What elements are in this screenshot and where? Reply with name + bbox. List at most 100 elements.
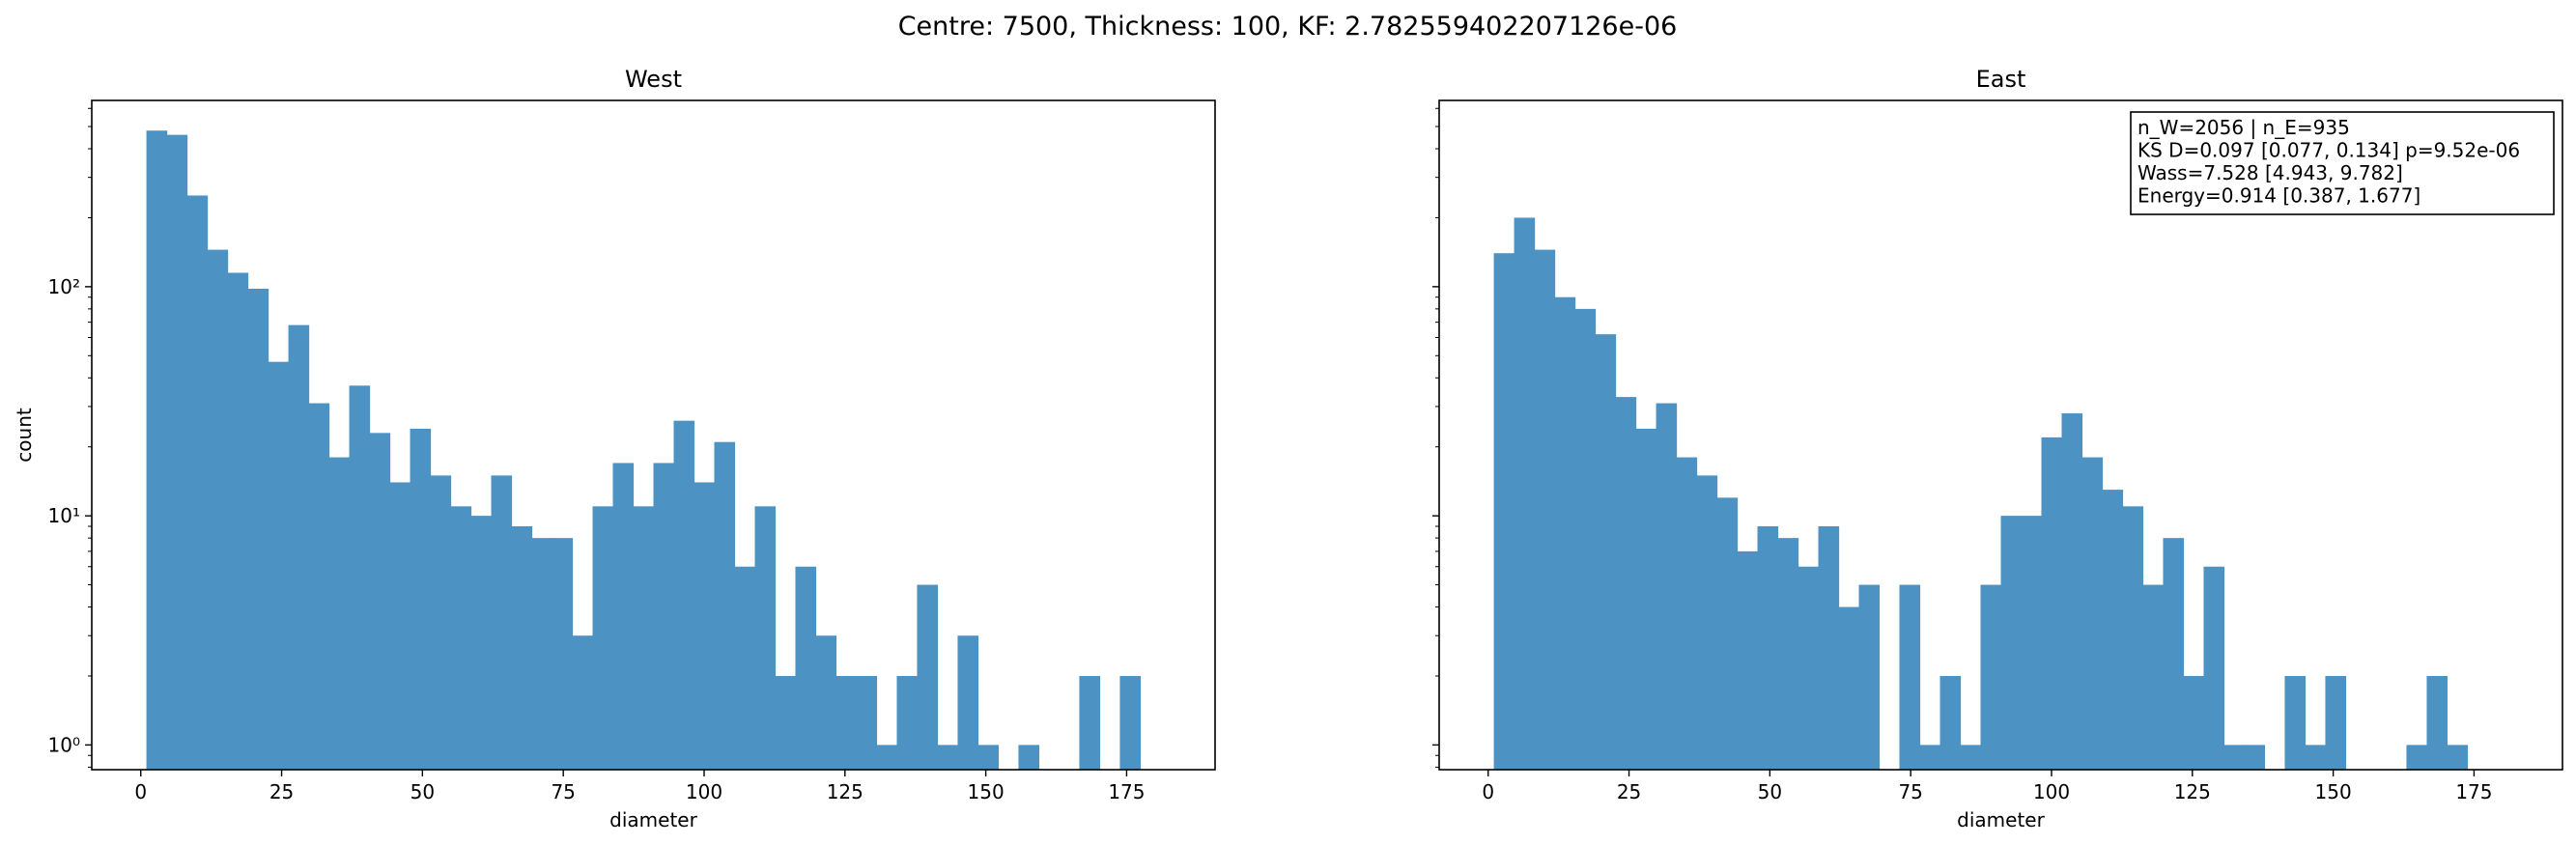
east-bar: [1798, 566, 1820, 770]
west-x-ticks: 0 25 50 75 100 125 150 175: [134, 770, 1146, 803]
east-panel-title: East: [1976, 66, 2026, 93]
east-bar: [1656, 403, 1678, 770]
west-bar: [328, 457, 351, 770]
west-bar: [288, 324, 310, 770]
west-x-tick-label: 0: [134, 780, 147, 803]
west-bar: [247, 288, 269, 770]
east-bar: [1696, 475, 1718, 770]
stats-wasserstein: Wass=7.528 [4.943, 9.782]: [2137, 161, 2403, 184]
west-bar: [552, 538, 574, 770]
east-bar: [1919, 745, 1941, 770]
west-panel-title: West: [625, 66, 682, 93]
east-bar: [2203, 566, 2225, 770]
west-x-tick-label: 150: [968, 780, 1005, 803]
west-bar: [1018, 745, 1040, 770]
east-bar: [2102, 490, 2124, 770]
east-bar: [1838, 606, 1860, 770]
stats-energy: Energy=0.914 [0.387, 1.677]: [2137, 184, 2420, 208]
east-x-tick-label: 125: [2174, 780, 2211, 803]
west-bar: [349, 385, 371, 770]
west-bar: [308, 403, 330, 770]
stats-annotation-box: n_W=2056 | n_E=935 KS D=0.097 [0.077, 0.…: [2130, 111, 2555, 215]
east-x-tick-label: 150: [2315, 780, 2352, 803]
east-bar: [2244, 745, 2266, 770]
west-bar: [673, 420, 695, 770]
east-bar: [2223, 745, 2246, 770]
west-y-tick-label: 10¹: [48, 504, 80, 527]
east-bar: [1716, 497, 1739, 770]
west-x-tick-label: 75: [551, 780, 575, 803]
east-bar: [2447, 745, 2469, 770]
east-axes-frame: [1438, 99, 2563, 771]
west-bar: [146, 130, 168, 771]
east-bar: [2142, 584, 2165, 770]
east-bar: [2183, 675, 2205, 770]
figure-title: Centre: 7500, Thickness: 100, KF: 2.7825…: [898, 12, 1678, 42]
west-bar: [430, 475, 452, 770]
west-bar: [227, 272, 249, 771]
west-bar: [511, 525, 533, 770]
west-bar: [734, 566, 756, 770]
east-bar: [1493, 253, 1515, 770]
stats-box-border: [2130, 111, 2555, 215]
west-bar: [876, 745, 898, 770]
east-bar: [1980, 584, 2002, 770]
east-bar: [2041, 437, 2063, 770]
west-y-axis-label: count: [13, 408, 36, 463]
west-bar: [815, 635, 837, 770]
west-bar: [937, 745, 959, 770]
west-bar: [1119, 675, 1142, 770]
west-bar: [1079, 675, 1101, 770]
west-x-tick-label: 125: [827, 780, 863, 803]
west-bar: [389, 482, 411, 770]
east-bar: [1777, 538, 1799, 770]
east-bar: [1574, 308, 1597, 770]
east-x-tick-label: 50: [1758, 780, 1782, 803]
west-bar: [450, 506, 472, 770]
east-bar: [2081, 457, 2104, 770]
west-y-ticks: 10⁰ 10¹ 10²: [48, 107, 92, 768]
east-bar: [1737, 550, 1759, 770]
east-bar: [2426, 675, 2449, 770]
west-bar: [714, 441, 736, 770]
east-bar: [2163, 538, 2185, 770]
west-bar: [917, 584, 939, 770]
east-bar: [1635, 428, 1657, 770]
west-x-axis-label: diameter: [609, 808, 697, 831]
west-bar: [795, 566, 817, 770]
east-bar: [2000, 516, 2023, 770]
west-bar: [856, 675, 878, 770]
west-y-tick-label: 10⁰: [48, 733, 80, 756]
west-bar: [531, 538, 553, 770]
west-bar: [572, 635, 594, 770]
east-bar: [2325, 675, 2347, 770]
stats-counts: n_W=2056 | n_E=935: [2137, 116, 2350, 139]
west-bar: [653, 463, 675, 770]
west-x-tick-label: 50: [410, 780, 435, 803]
east-bar: [1818, 525, 1840, 770]
east-x-ticks: 0 25 50 75 100 125 150 175: [1482, 770, 2493, 803]
east-bar: [2284, 675, 2307, 770]
west-bar: [207, 249, 229, 771]
west-bar: [410, 428, 432, 770]
west-x-tick-label: 175: [1108, 780, 1145, 803]
east-bar: [1554, 296, 1576, 770]
west-y-tick-label: 10²: [48, 275, 80, 298]
east-x-axis-label: diameter: [1957, 808, 2045, 831]
east-y-ticks: [1432, 107, 1439, 768]
east-bars: [1493, 217, 2469, 771]
east-bar: [1757, 525, 1779, 770]
west-x-tick-label: 25: [269, 780, 294, 803]
west-bar: [592, 506, 614, 770]
east-bar: [1534, 249, 1556, 771]
west-bar: [268, 361, 290, 770]
west-bar: [957, 635, 979, 770]
west-axes-frame: [91, 99, 1216, 771]
west-bar: [166, 134, 188, 770]
east-x-tick-label: 75: [1898, 780, 1922, 803]
west-bar: [633, 506, 655, 770]
east-bar: [2021, 516, 2043, 770]
west-bar: [977, 745, 1000, 770]
west-x-tick-label: 100: [686, 780, 722, 803]
